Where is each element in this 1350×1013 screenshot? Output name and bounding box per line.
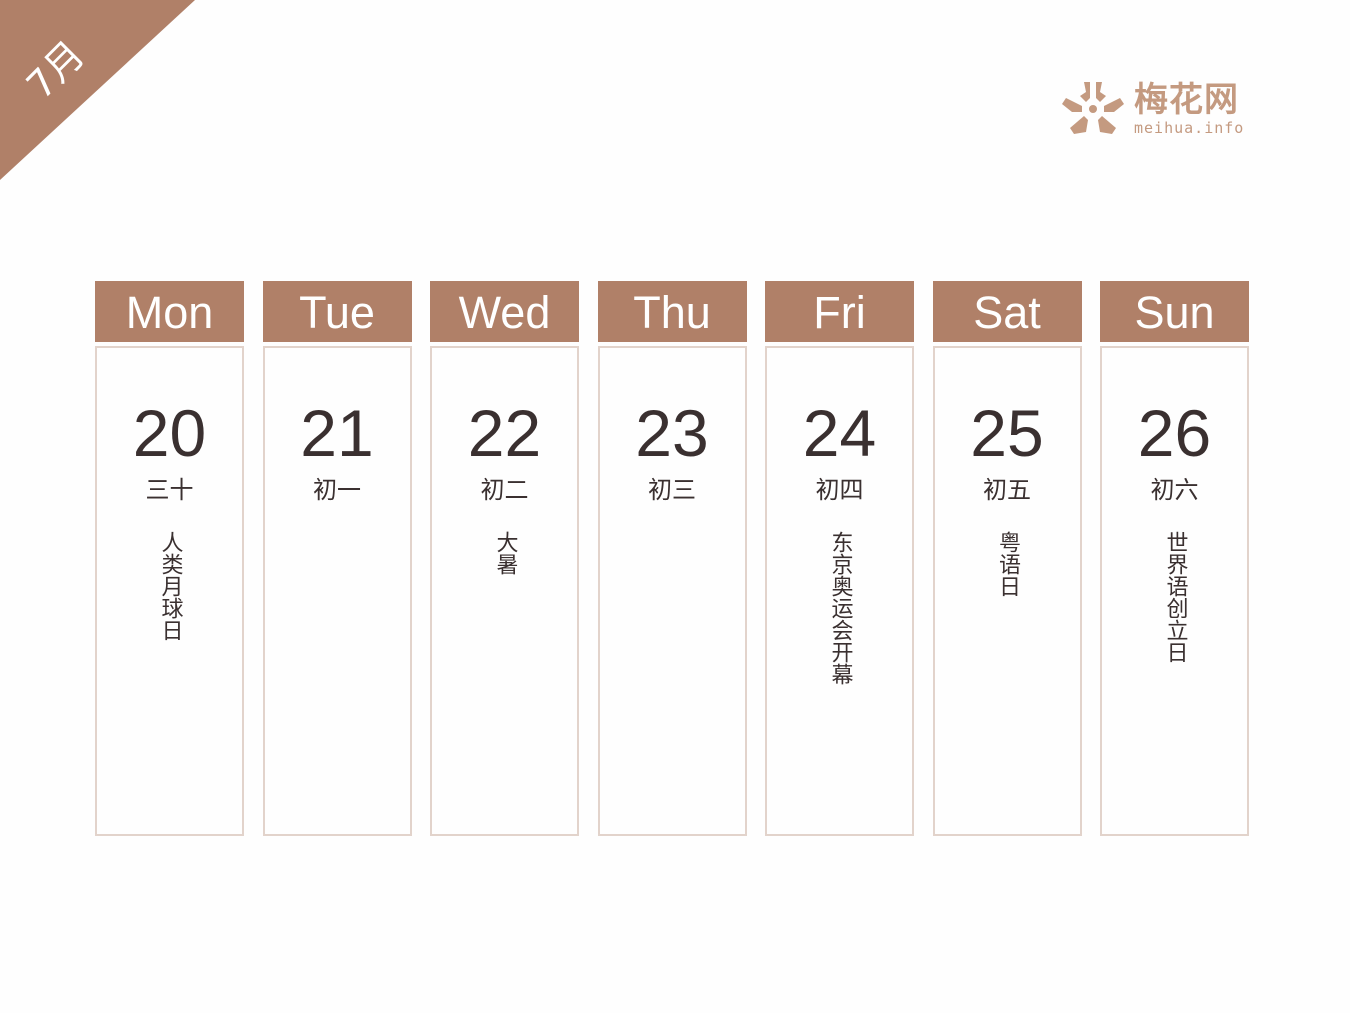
day-cell: 26 初六 世界语创立日 <box>1100 346 1249 836</box>
day-cell: 22 初二 大暑 <box>430 346 579 836</box>
day-cell: 24 初四 东京奥运会开幕 <box>765 346 914 836</box>
logo-name: 梅花网 <box>1134 80 1239 120</box>
lunar-date: 三十 <box>145 476 194 504</box>
day-column: Sat 25 初五 粤语日 <box>932 281 1082 836</box>
lunar-date: 初四 <box>815 476 864 504</box>
lunar-date: 初一 <box>313 476 361 504</box>
day-column: Thu 23 初三 <box>597 281 747 836</box>
date-number: 24 <box>802 396 877 470</box>
event-text: 大暑 <box>492 531 518 575</box>
weekday-header: Mon <box>95 281 244 342</box>
event-text: 世界语创立日 <box>1162 531 1188 663</box>
plum-blossom-icon <box>1062 82 1124 134</box>
day-cell: 21 初一 <box>262 346 412 836</box>
day-column: Sun 26 初六 世界语创立日 <box>1100 281 1249 836</box>
lunar-date: 初五 <box>983 476 1031 504</box>
day-column: Mon 20 三十 人类月球日 <box>95 281 244 836</box>
weekday-header: Sun <box>1100 281 1249 342</box>
lunar-date: 初六 <box>1150 476 1199 504</box>
day-column: Tue 21 初一 <box>262 281 412 836</box>
date-number: 26 <box>1137 396 1212 470</box>
lunar-date: 初二 <box>480 476 529 504</box>
day-cell: 23 初三 <box>597 346 747 836</box>
day-cell: 25 初五 粤语日 <box>932 346 1082 836</box>
weekday-header: Thu <box>597 281 747 342</box>
event-text: 东京奥运会开幕 <box>827 531 853 685</box>
date-number: 21 <box>300 396 374 470</box>
date-number: 22 <box>467 396 542 470</box>
date-number: 23 <box>635 396 709 470</box>
weekday-header: Fri <box>765 281 914 342</box>
logo: 梅花网 meihua.info <box>1060 78 1244 140</box>
logo-domain: meihua.info <box>1134 119 1245 137</box>
day-column: Wed 22 初二 大暑 <box>430 281 579 836</box>
weekday-header: Sat <box>932 281 1082 342</box>
weekday-header: Tue <box>262 281 412 342</box>
month-corner-banner <box>0 0 195 180</box>
date-number: 25 <box>970 396 1044 470</box>
day-cell: 20 三十 人类月球日 <box>95 346 244 836</box>
event-text: 粤语日 <box>995 531 1020 597</box>
day-column: Fri 24 初四 东京奥运会开幕 <box>765 281 914 836</box>
event-text: 人类月球日 <box>157 531 183 641</box>
lunar-date: 初三 <box>648 476 696 504</box>
date-number: 20 <box>132 396 207 470</box>
weekday-header: Wed <box>430 281 579 342</box>
